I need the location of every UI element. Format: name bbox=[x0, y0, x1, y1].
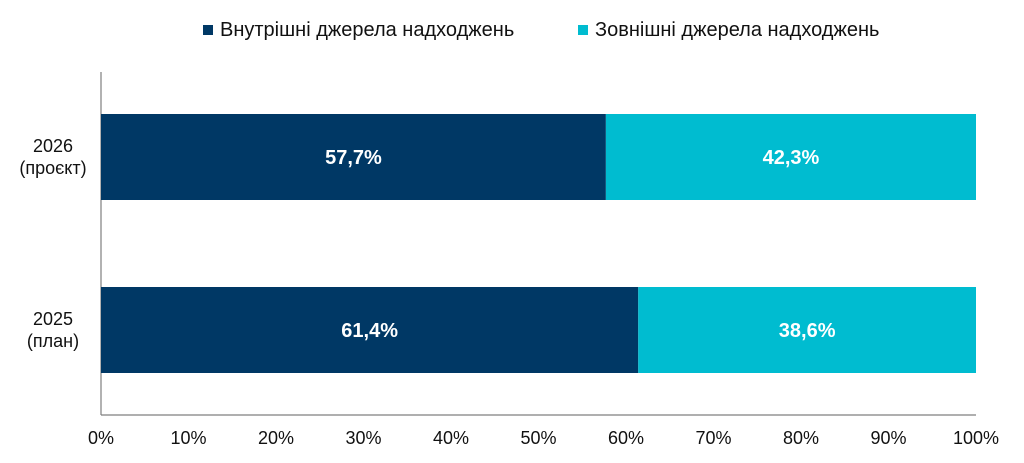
x-tick-label: 60% bbox=[608, 428, 644, 448]
x-tick-label: 70% bbox=[695, 428, 731, 448]
x-tick-label: 100% bbox=[953, 428, 999, 448]
category-label: 2026 bbox=[33, 136, 73, 156]
data-label: 57,7% bbox=[325, 147, 382, 169]
category-label: (план) bbox=[27, 331, 79, 351]
legend-swatch-external bbox=[578, 25, 588, 35]
category-label: 2025 bbox=[33, 309, 73, 329]
legend-label-internal: Внутрішні джерела надходжень bbox=[220, 18, 515, 41]
legend-item-internal: Внутрішні джерела надходжень bbox=[203, 16, 514, 44]
x-tick-label: 20% bbox=[258, 428, 294, 448]
legend-swatch-internal bbox=[203, 25, 213, 35]
x-tick-label: 0% bbox=[88, 428, 114, 448]
x-tick-label: 90% bbox=[870, 428, 906, 448]
data-label: 38,6% bbox=[779, 320, 836, 342]
x-tick-label: 40% bbox=[433, 428, 469, 448]
data-label: 61,4% bbox=[341, 320, 398, 342]
legend-label-external: Зовнішні джерела надходжень bbox=[595, 18, 880, 41]
data-label: 42,3% bbox=[763, 147, 820, 169]
x-tick-label: 30% bbox=[345, 428, 381, 448]
bar-segment bbox=[638, 287, 976, 373]
bar-segment bbox=[101, 287, 639, 373]
legend-item-external: Зовнішні джерела надходжень bbox=[578, 16, 879, 44]
bar-segment bbox=[101, 114, 606, 200]
x-tick-label: 80% bbox=[783, 428, 819, 448]
x-tick-label: 10% bbox=[170, 428, 206, 448]
legend: Внутрішні джерела надходжень Зовнішні дж… bbox=[0, 16, 1024, 44]
category-label: (проєкт) bbox=[19, 158, 86, 178]
bar-segment bbox=[605, 114, 976, 200]
x-tick-label: 50% bbox=[520, 428, 556, 448]
